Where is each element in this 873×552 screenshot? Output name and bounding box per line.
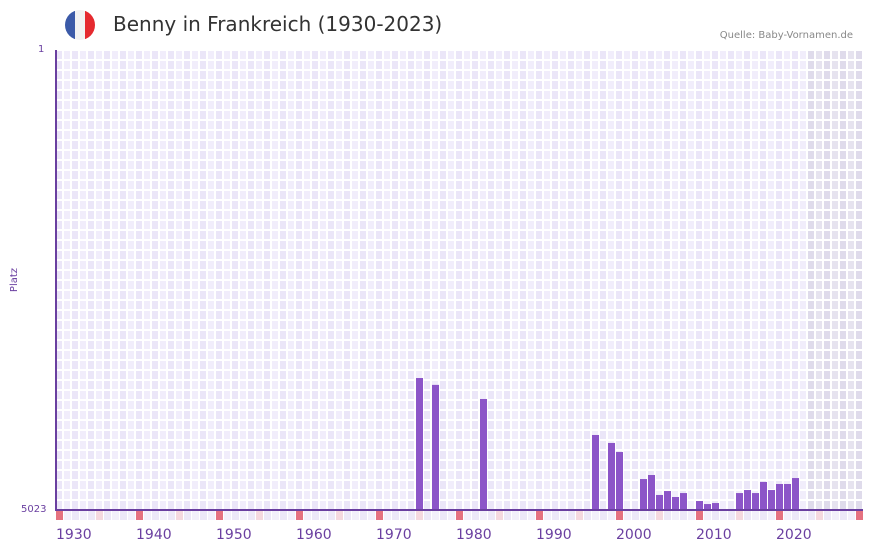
bar-2019[interactable] (768, 490, 775, 510)
bar-2006[interactable] (664, 491, 671, 510)
x-tick-1990: 1990 (536, 527, 572, 543)
bar-1975[interactable] (416, 378, 423, 510)
x-tick-1950: 1950 (216, 527, 252, 543)
x-tick-2000: 2000 (616, 527, 652, 543)
x-tick-1940: 1940 (136, 527, 172, 543)
grid (56, 51, 862, 509)
bar-2020[interactable] (776, 483, 783, 510)
x-tick-1960: 1960 (296, 527, 332, 543)
france-flag-icon (65, 10, 95, 40)
source-link[interactable]: Quelle: Baby-Vornamen.de (719, 30, 853, 41)
bar-2012[interactable] (712, 503, 719, 510)
y-tick-top: 1 (38, 44, 45, 55)
bar-2018[interactable] (760, 481, 767, 510)
bar-1983[interactable] (480, 398, 487, 510)
bar-1977[interactable] (432, 384, 439, 510)
bar-2022[interactable] (792, 478, 799, 510)
bar-2003[interactable] (640, 479, 647, 510)
bar-series (416, 378, 799, 510)
bar-2015[interactable] (736, 493, 743, 510)
y-axis-label: Platz (9, 267, 20, 293)
x-tick-1970: 1970 (376, 527, 412, 543)
bar-2007[interactable] (672, 496, 679, 510)
bar-2008[interactable] (680, 493, 687, 510)
bar-2000[interactable] (616, 452, 623, 510)
plot-area (55, 50, 863, 510)
bar-1999[interactable] (608, 442, 615, 510)
x-axis-line (55, 509, 863, 511)
x-tick-2020: 2020 (776, 527, 812, 543)
flag-stripe-white (75, 10, 85, 40)
year-markers (56, 511, 863, 520)
y-axis-line (55, 50, 57, 511)
bar-2011[interactable] (704, 504, 711, 510)
bar-2005[interactable] (656, 494, 663, 510)
x-tick-1930: 1930 (56, 527, 92, 543)
x-tick-2010: 2010 (696, 527, 732, 543)
bar-2016[interactable] (744, 490, 751, 510)
flag-stripe-blue (65, 10, 75, 40)
bar-2010[interactable] (696, 501, 703, 510)
x-tick-1980: 1980 (456, 527, 492, 543)
chart-title: Benny in Frankreich (1930-2023) (113, 12, 443, 36)
bar-1997[interactable] (592, 434, 599, 510)
flag-stripe-red (85, 10, 95, 40)
bar-2004[interactable] (648, 475, 655, 510)
bar-2021[interactable] (784, 483, 791, 510)
y-tick-bottom: 5023 (21, 504, 47, 515)
bar-2017[interactable] (752, 493, 759, 510)
